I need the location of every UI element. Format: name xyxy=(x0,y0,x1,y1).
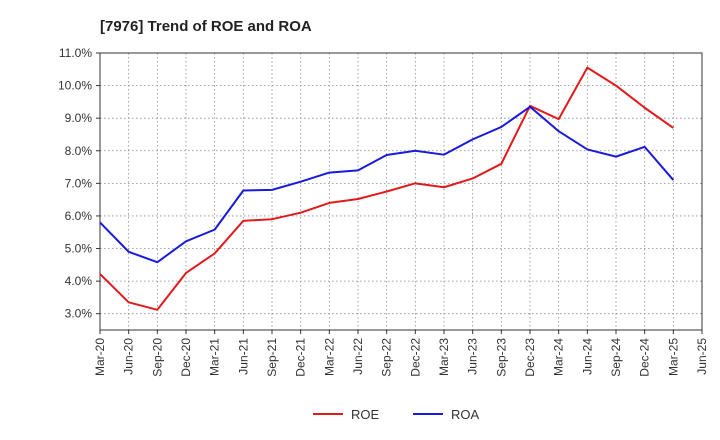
x-tick-label: Sep-24 xyxy=(609,338,623,377)
y-axis: 3.0% 4.0% 5.0% 6.0% 7.0% 8.0% 9.0% 10.0% 11.0% xyxy=(58,46,100,321)
x-axis: Mar-20 Jun-20 Sep-20 Dec-20 Mar-21 Jun-21 Sep-… xyxy=(93,330,709,377)
x-tick-label: Jun-22 xyxy=(351,338,365,375)
x-tick-label: Jun-21 xyxy=(236,338,250,375)
x-tick-label: Dec-22 xyxy=(408,338,422,377)
x-tick-label: Jun-25 xyxy=(695,338,709,375)
series-line-roe xyxy=(99,66,674,311)
x-tick-label: Dec-21 xyxy=(294,338,308,377)
x-tick-label: Mar-23 xyxy=(437,338,451,376)
series-layer xyxy=(99,66,675,311)
x-tick-label: Mar-24 xyxy=(552,338,566,376)
y-tick-label: 6.0% xyxy=(65,209,93,223)
x-tick-label: Sep-22 xyxy=(380,338,394,377)
chart-title: [7976] Trend of ROE and ROA xyxy=(100,18,312,35)
series-line-roa xyxy=(99,105,675,264)
x-tick-label: Sep-20 xyxy=(150,338,164,377)
grid-layer xyxy=(100,52,702,330)
y-tick-label: 8.0% xyxy=(65,144,93,158)
legend-label-roa: ROA xyxy=(451,407,480,422)
x-tick-label: Jun-23 xyxy=(466,338,480,375)
legend: ROE ROA xyxy=(313,407,480,422)
x-tick-label: Jun-20 xyxy=(122,338,136,375)
y-tick-label: 5.0% xyxy=(65,242,93,256)
y-tick-label: 10.0% xyxy=(58,79,92,93)
y-tick-label: 11.0% xyxy=(59,46,92,60)
y-tick-label: 7.0% xyxy=(65,176,93,190)
x-tick-label: Sep-21 xyxy=(265,338,279,377)
x-tick-label: Jun-24 xyxy=(580,338,594,375)
x-tick-label: Dec-24 xyxy=(638,338,652,377)
y-tick-label: 4.0% xyxy=(65,274,93,288)
x-tick-label: Mar-22 xyxy=(322,338,336,376)
x-tick-label: Dec-20 xyxy=(179,338,193,377)
x-tick-label: Mar-25 xyxy=(666,338,680,376)
x-tick-label: Mar-20 xyxy=(93,338,107,376)
x-tick-label: Mar-21 xyxy=(208,338,222,376)
x-tick-label: Dec-23 xyxy=(523,338,537,377)
y-tick-label: 9.0% xyxy=(65,111,93,125)
legend-label-roe: ROE xyxy=(351,407,380,422)
y-tick-label: 3.0% xyxy=(65,307,93,321)
plot-frame xyxy=(99,52,703,331)
x-tick-label: Sep-23 xyxy=(494,338,508,377)
